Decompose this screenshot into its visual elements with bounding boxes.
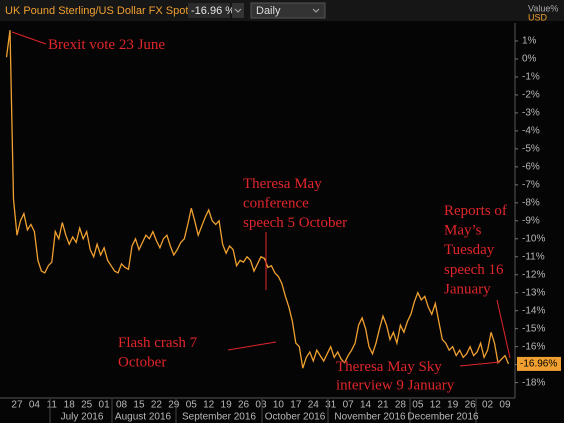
x-tick-label: 19 xyxy=(221,400,233,411)
month-label: November 2016 xyxy=(334,412,406,423)
x-tick-label: 25 xyxy=(81,400,93,411)
y-tick-label: -11% xyxy=(522,251,545,262)
x-tick-label: 22 xyxy=(151,400,163,411)
month-label: September 2016 xyxy=(182,412,256,423)
price-line xyxy=(5,30,510,369)
y-tick-label: 0% xyxy=(522,54,537,65)
annotation: interview 9 January xyxy=(336,378,455,394)
y-tick-label: -4% xyxy=(522,126,540,137)
annotation: speech 5 October xyxy=(243,215,347,231)
arrow xyxy=(459,361,501,367)
x-tick-label: 26 xyxy=(465,400,477,411)
x-tick-label: 12 xyxy=(203,400,215,411)
x-tick-label: 14 xyxy=(360,400,372,411)
arrow xyxy=(11,31,47,45)
annotation: May’s xyxy=(444,223,482,239)
interval-label: Daily xyxy=(256,5,281,17)
month-label: July 2016 xyxy=(61,412,104,423)
y-tick-label: -1% xyxy=(522,72,540,83)
x-tick-label: 05 xyxy=(412,400,424,411)
month-label: December 2016 xyxy=(407,412,479,423)
annotation: Brexit vote 23 June xyxy=(48,37,165,53)
y-tick-label: -12% xyxy=(522,269,545,280)
x-tick-label: 09 xyxy=(499,400,511,411)
annotation: Flash crash 7 xyxy=(118,335,198,351)
x-tick-label: 27 xyxy=(11,400,23,411)
current-value-label: -16.96% xyxy=(520,359,557,370)
x-tick-label: 01 xyxy=(99,400,111,411)
x-tick-label: 24 xyxy=(308,400,320,411)
y-tick-label: 1% xyxy=(522,36,537,47)
x-tick-label: 07 xyxy=(343,400,355,411)
x-tick-label: 19 xyxy=(447,400,459,411)
y-tick-label: -5% xyxy=(522,144,540,155)
x-tick-label: 05 xyxy=(186,400,198,411)
axis-title: USD xyxy=(528,12,548,22)
x-tick-label: 02 xyxy=(482,400,494,411)
annotation: Theresa May xyxy=(243,176,322,192)
y-tick-label: -10% xyxy=(522,233,545,244)
instrument-name: UK Pound Sterling/US Dollar FX Spot Rate xyxy=(5,5,215,17)
change-box xyxy=(188,3,230,18)
annotation: Theresa May Sky xyxy=(336,359,442,375)
x-tick-label: 29 xyxy=(168,400,180,411)
month-label: August 2016 xyxy=(115,412,172,423)
y-tick-label: -6% xyxy=(522,161,540,172)
x-tick-label: 10 xyxy=(273,400,285,411)
change-dropdown[interactable] xyxy=(232,3,244,18)
y-tick-label: -15% xyxy=(522,323,545,334)
annotation: Reports of xyxy=(444,203,507,219)
y-tick-label: -7% xyxy=(522,179,540,190)
x-tick-label: 21 xyxy=(377,400,389,411)
annotation: October xyxy=(118,355,166,371)
annotation: Tuesday xyxy=(444,242,495,258)
change-value: -16.96 % xyxy=(191,5,235,17)
y-tick-label: -18% xyxy=(522,377,545,388)
y-tick-label: -16% xyxy=(522,341,545,352)
x-tick-label: 04 xyxy=(29,400,41,411)
arrow xyxy=(227,341,277,351)
current-value-box xyxy=(517,356,561,371)
x-tick-label: 31 xyxy=(325,400,337,411)
x-tick-label: 26 xyxy=(238,400,250,411)
x-tick-label: 11 xyxy=(47,400,58,411)
x-tick-label: 17 xyxy=(290,400,302,411)
y-tick-label: -2% xyxy=(522,90,540,101)
x-tick-label: 08 xyxy=(116,400,128,411)
axis-title: Value% xyxy=(528,3,558,13)
interval-select[interactable] xyxy=(250,2,326,19)
x-tick-label: 15 xyxy=(133,400,145,411)
annotation: January xyxy=(444,281,491,297)
x-tick-label: 28 xyxy=(395,400,407,411)
dropdown-icon xyxy=(312,8,320,13)
dropdown-icon xyxy=(234,8,242,13)
x-tick-label: 18 xyxy=(64,400,76,411)
annotations: Brexit vote 23 June Theresa May conference… xyxy=(11,31,511,394)
x-tick-label: 12 xyxy=(430,400,442,411)
annotation: speech 16 xyxy=(444,262,504,278)
y-tick-label: -14% xyxy=(522,305,545,316)
y-tick-label: -3% xyxy=(522,108,540,119)
y-tick-label: -9% xyxy=(522,215,540,226)
arrow xyxy=(496,299,511,359)
y-tick-label: -8% xyxy=(522,197,540,208)
x-tick-label: 03 xyxy=(255,400,267,411)
month-label: October 2016 xyxy=(265,412,326,423)
annotation: conference xyxy=(243,196,309,212)
y-tick-label: -13% xyxy=(522,287,545,298)
